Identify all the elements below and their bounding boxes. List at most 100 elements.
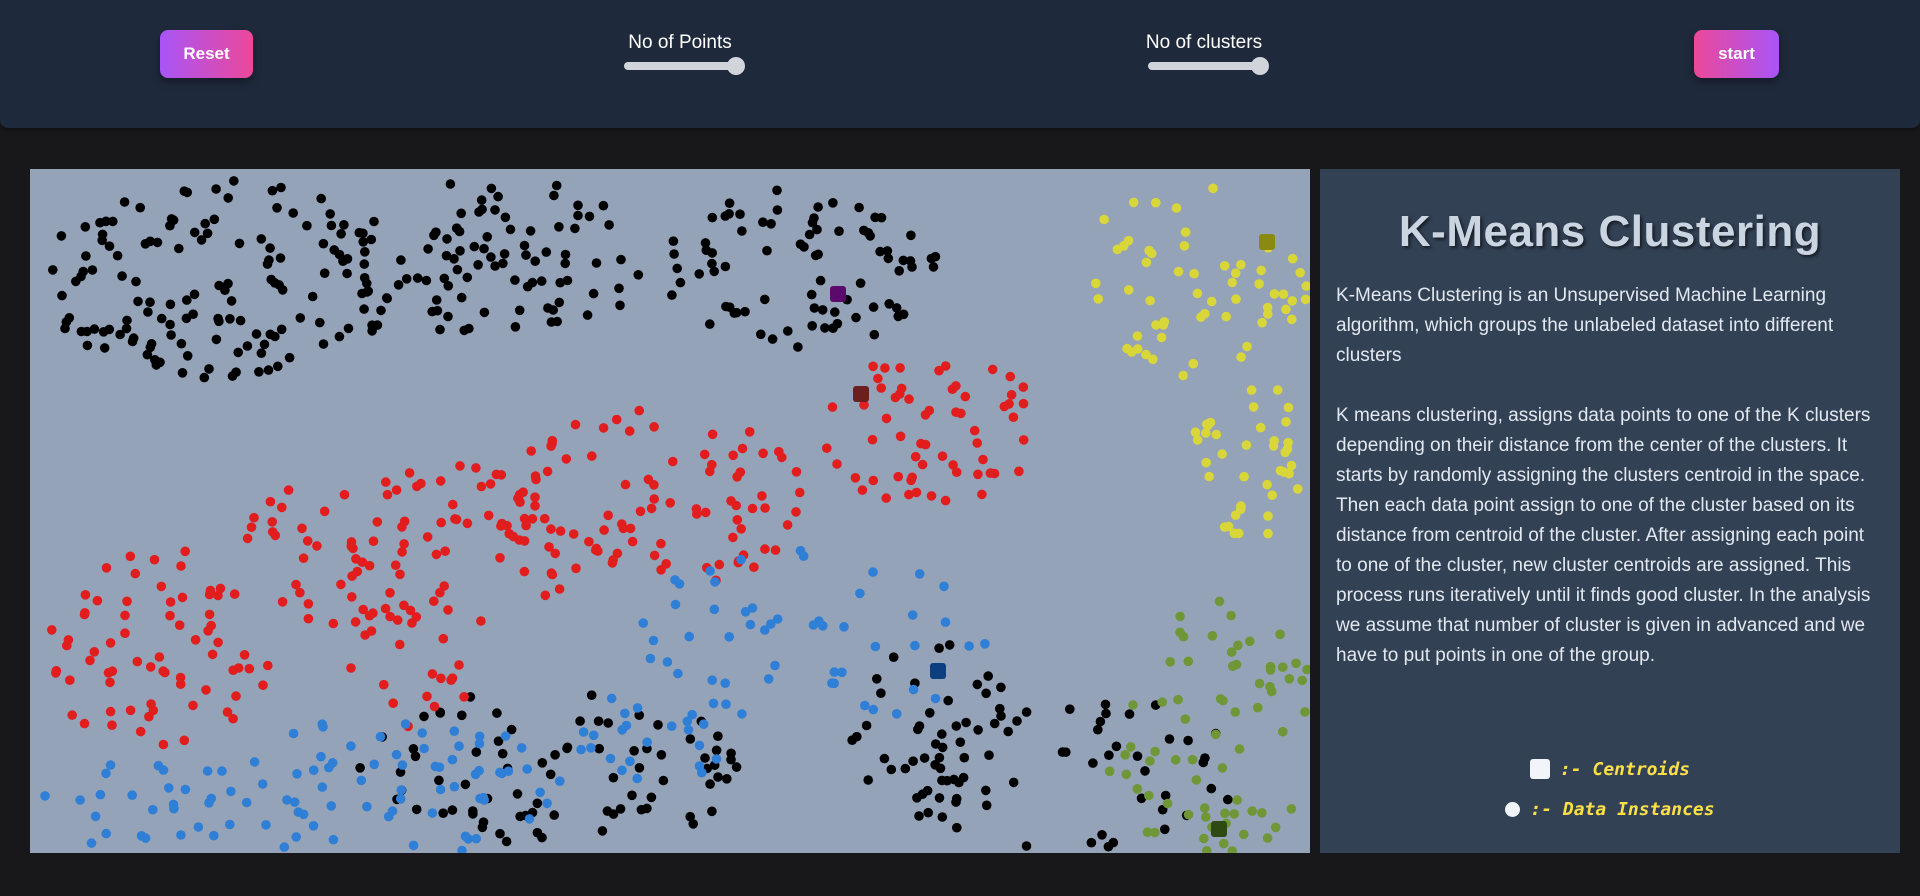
- data-point: [228, 713, 238, 724]
- data-point: [242, 533, 253, 544]
- data-point: [267, 517, 277, 527]
- data-point: [121, 323, 132, 334]
- data-point: [288, 728, 299, 739]
- data-point: [958, 772, 969, 783]
- data-point: [881, 413, 892, 424]
- data-point: [763, 674, 774, 684]
- data-point: [934, 643, 944, 653]
- reset-button[interactable]: Reset: [160, 30, 253, 78]
- data-point: [1266, 686, 1277, 697]
- data-point: [1214, 596, 1225, 607]
- data-point: [189, 227, 200, 238]
- data-point: [490, 205, 500, 215]
- data-point: [638, 618, 649, 628]
- info-title: K-Means Clustering: [1398, 207, 1822, 256]
- data-point: [668, 236, 679, 246]
- data-point: [575, 716, 585, 726]
- data-point: [736, 524, 746, 534]
- data-point: [1179, 241, 1190, 251]
- data-point: [1123, 285, 1134, 295]
- data-point: [870, 641, 881, 652]
- data-point: [898, 309, 909, 320]
- data-point: [876, 383, 886, 393]
- data-point: [926, 491, 937, 501]
- data-point: [868, 361, 878, 372]
- data-point: [501, 836, 512, 847]
- data-point: [165, 299, 176, 310]
- data-point: [204, 609, 215, 620]
- data-point: [182, 187, 193, 198]
- data-point: [412, 273, 423, 283]
- clusters-slider-thumb[interactable]: [1251, 57, 1269, 75]
- data-point: [977, 489, 987, 500]
- data-point: [646, 503, 657, 514]
- control-bar: Reset No of Points No of clusters start: [0, 0, 1920, 128]
- data-point: [907, 262, 917, 272]
- data-point: [395, 569, 405, 580]
- data-point: [375, 731, 386, 742]
- data-point: [396, 255, 406, 265]
- data-point: [282, 795, 292, 805]
- data-point: [457, 845, 467, 853]
- data-point: [552, 316, 562, 327]
- data-point: [316, 751, 326, 762]
- data-point: [707, 429, 718, 440]
- data-point: [724, 198, 735, 208]
- data-point: [202, 766, 213, 776]
- data-point: [952, 822, 962, 833]
- data-point: [369, 759, 380, 770]
- points-slider[interactable]: [624, 57, 745, 75]
- data-point: [635, 506, 646, 517]
- data-point: [429, 701, 440, 712]
- cluster-canvas[interactable]: [30, 169, 1310, 853]
- data-point: [995, 703, 1005, 714]
- data-point: [82, 340, 93, 351]
- data-point: [256, 234, 267, 244]
- data-point: [880, 363, 890, 373]
- data-point: [291, 832, 302, 842]
- data-point: [158, 765, 169, 775]
- data-point: [479, 243, 489, 254]
- data-point: [496, 521, 506, 531]
- data-point: [166, 214, 177, 224]
- clusters-slider[interactable]: [1148, 57, 1269, 75]
- data-point: [705, 566, 715, 576]
- points-slider-thumb[interactable]: [727, 57, 745, 75]
- data-point: [1151, 197, 1161, 208]
- data-point: [166, 330, 176, 340]
- data-point: [891, 303, 902, 313]
- legend-centroids: :- Centroids: [1320, 749, 1900, 789]
- data-point: [89, 647, 100, 657]
- start-button[interactable]: start: [1694, 30, 1779, 78]
- data-point: [1267, 490, 1277, 501]
- data-point: [1281, 417, 1291, 427]
- data-point: [302, 220, 312, 231]
- data-point: [328, 834, 339, 845]
- data-point: [855, 588, 865, 599]
- data-point: [76, 326, 87, 337]
- data-point: [156, 313, 167, 324]
- data-point: [551, 180, 562, 191]
- data-point: [820, 323, 830, 333]
- data-point: [251, 329, 262, 339]
- data-point: [1230, 268, 1241, 278]
- data-point: [614, 283, 624, 294]
- data-point: [364, 560, 375, 571]
- data-point: [588, 288, 599, 299]
- data-point: [586, 743, 596, 753]
- data-point: [1248, 402, 1259, 412]
- data-point: [476, 481, 487, 492]
- data-point: [130, 568, 141, 579]
- data-point: [930, 760, 940, 770]
- data-point: [174, 620, 185, 630]
- data-point: [672, 263, 682, 274]
- data-point: [182, 295, 192, 305]
- data-point: [177, 368, 188, 378]
- data-point: [1144, 790, 1154, 801]
- data-point: [92, 595, 103, 606]
- data-point: [1175, 611, 1185, 622]
- data-point: [63, 635, 74, 645]
- data-point: [539, 513, 550, 524]
- data-point: [388, 698, 399, 708]
- data-point: [1230, 707, 1241, 717]
